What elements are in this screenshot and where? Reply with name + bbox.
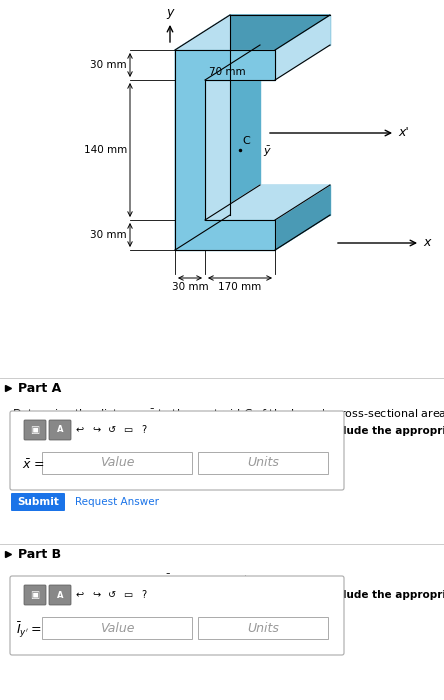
Text: ↪: ↪ bbox=[92, 425, 100, 435]
Text: 30 mm: 30 mm bbox=[172, 282, 208, 292]
FancyBboxPatch shape bbox=[24, 420, 46, 440]
Text: $\bar{y}$: $\bar{y}$ bbox=[262, 145, 271, 159]
FancyBboxPatch shape bbox=[10, 576, 344, 655]
Bar bbox=[42, 617, 192, 639]
Text: x': x' bbox=[398, 127, 409, 139]
Text: Part B: Part B bbox=[18, 547, 61, 561]
FancyBboxPatch shape bbox=[11, 493, 65, 511]
Text: ↪: ↪ bbox=[92, 590, 100, 600]
Text: ↩: ↩ bbox=[76, 590, 84, 600]
Text: ↺: ↺ bbox=[108, 590, 116, 600]
Text: ↩: ↩ bbox=[76, 425, 84, 435]
Text: Find the moment of inertia $\bar{I}_{y'}$ about the $y'$ axis.: Find the moment of inertia $\bar{I}_{y'}… bbox=[12, 572, 276, 591]
Text: Value: Value bbox=[100, 456, 134, 470]
Text: ▭: ▭ bbox=[123, 590, 133, 600]
Text: Express your answer to three significant figures and include the appropriate uni: Express your answer to three significant… bbox=[12, 590, 444, 600]
Bar bbox=[198, 617, 328, 639]
Text: 170 mm: 170 mm bbox=[218, 282, 262, 292]
Polygon shape bbox=[175, 215, 330, 250]
Text: Request Answer: Request Answer bbox=[75, 497, 159, 507]
Polygon shape bbox=[230, 15, 330, 215]
Text: 140 mm: 140 mm bbox=[84, 145, 127, 155]
Polygon shape bbox=[175, 50, 275, 250]
Text: 30 mm: 30 mm bbox=[91, 60, 127, 70]
Text: A: A bbox=[57, 426, 63, 435]
Text: A: A bbox=[57, 591, 63, 599]
Text: 70 mm: 70 mm bbox=[209, 67, 246, 77]
Text: $\bar{x}$ =: $\bar{x}$ = bbox=[22, 458, 45, 472]
FancyBboxPatch shape bbox=[49, 420, 71, 440]
Bar bbox=[198, 452, 328, 474]
Bar bbox=[42, 452, 192, 474]
Polygon shape bbox=[205, 185, 330, 220]
Text: ▣: ▣ bbox=[30, 590, 40, 600]
Polygon shape bbox=[275, 185, 330, 250]
FancyBboxPatch shape bbox=[49, 585, 71, 605]
Polygon shape bbox=[275, 15, 330, 80]
Text: ?: ? bbox=[142, 425, 147, 435]
Text: y: y bbox=[166, 6, 174, 19]
Text: Value: Value bbox=[100, 622, 134, 634]
FancyBboxPatch shape bbox=[24, 585, 46, 605]
Text: Express your answer to three significant figures and include the appropriate uni: Express your answer to three significant… bbox=[12, 426, 444, 436]
Text: ↺: ↺ bbox=[108, 425, 116, 435]
Text: C: C bbox=[242, 136, 250, 146]
Polygon shape bbox=[175, 15, 330, 50]
Text: $\bar{I}_{y'} =$: $\bar{I}_{y'} =$ bbox=[16, 620, 41, 640]
Polygon shape bbox=[175, 15, 230, 250]
FancyBboxPatch shape bbox=[10, 411, 344, 490]
Text: ?: ? bbox=[142, 590, 147, 600]
Text: 30 mm: 30 mm bbox=[91, 230, 127, 240]
Text: ▭: ▭ bbox=[123, 425, 133, 435]
Text: Units: Units bbox=[247, 622, 279, 634]
Text: ▣: ▣ bbox=[30, 425, 40, 435]
Text: x: x bbox=[423, 237, 430, 249]
Text: Units: Units bbox=[247, 456, 279, 470]
Text: Part A: Part A bbox=[18, 382, 61, 395]
Text: Determine the distance $\bar{x}$ to the centroid $C$ of the beam's cross-section: Determine the distance $\bar{x}$ to the … bbox=[12, 408, 444, 420]
Text: Submit: Submit bbox=[17, 497, 59, 507]
